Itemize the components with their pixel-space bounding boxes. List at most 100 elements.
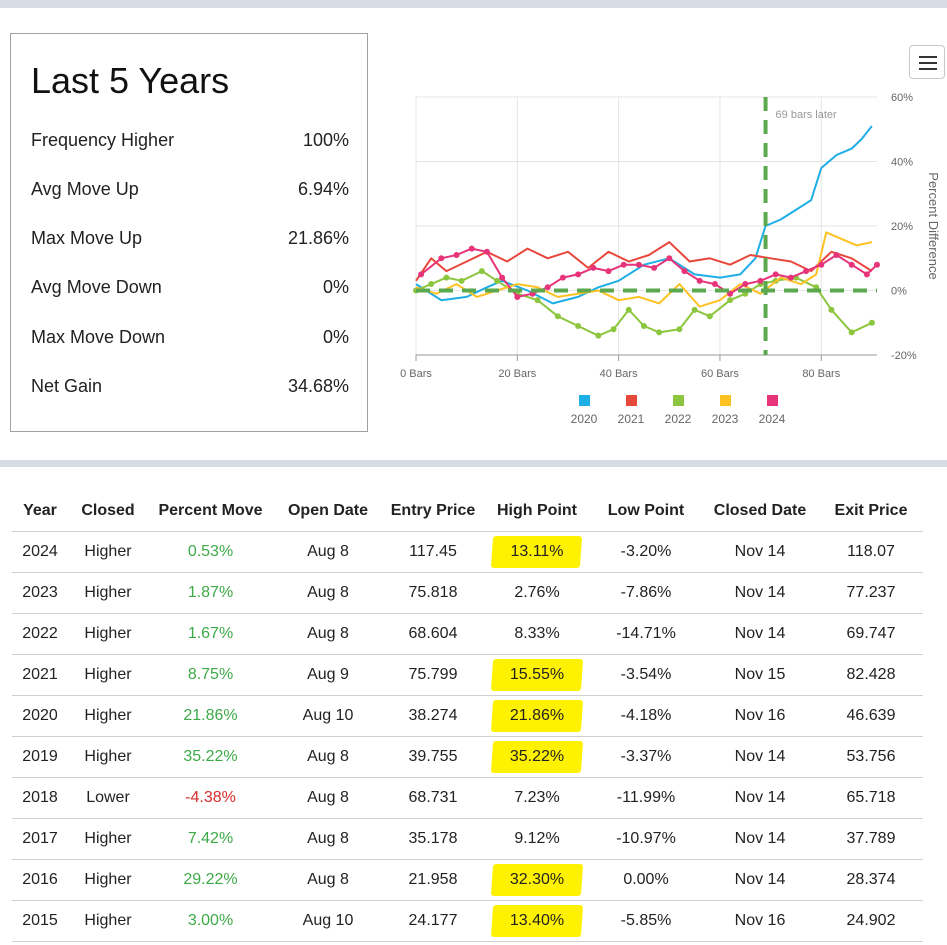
cell-entry-price: 39.755 xyxy=(383,736,483,778)
cell-open-date: Aug 8 xyxy=(273,859,383,901)
cell-open-date: Aug 8 xyxy=(273,572,383,614)
col-header-low-point: Low Point xyxy=(591,491,701,532)
stat-max-move-down: Max Move Down 0% xyxy=(31,327,349,351)
high-point-value: 32.30% xyxy=(509,871,565,888)
highlight-mark: 32.30% xyxy=(496,867,578,893)
series-point-2024 xyxy=(575,271,582,278)
stat-label: Avg Move Up xyxy=(31,179,139,199)
cell-open-date: Aug 10 xyxy=(273,695,383,737)
cell-exit-price: 77.237 xyxy=(819,572,923,614)
series-point-2022 xyxy=(656,329,663,336)
series-point-2024 xyxy=(544,284,551,291)
cell-entry-price: 68.731 xyxy=(383,777,483,819)
legend-swatch-2024 xyxy=(767,395,778,406)
col-header-open-date: Open Date xyxy=(273,491,383,532)
series-point-2024 xyxy=(453,252,460,259)
series-point-2022 xyxy=(443,274,450,281)
stat-label: Avg Move Down xyxy=(31,277,162,297)
cell-closed: Lower xyxy=(68,777,148,819)
series-point-2022 xyxy=(478,268,485,275)
series-point-2022 xyxy=(676,326,683,333)
legend-swatch-2023 xyxy=(720,395,731,406)
cell-low-point: 0.00% xyxy=(591,859,701,901)
x-tick-label: 0 Bars xyxy=(400,368,432,380)
cell-year: 2020 xyxy=(12,695,68,737)
cell-closed-date: Nov 15 xyxy=(701,654,819,696)
cell-closed: Higher xyxy=(68,654,148,696)
cell-closed: Higher xyxy=(68,818,148,860)
series-point-2022 xyxy=(848,329,855,336)
cell-closed-date: Nov 16 xyxy=(701,695,819,737)
stat-label: Max Move Up xyxy=(31,228,143,248)
chart-menu-button[interactable] xyxy=(909,45,945,79)
x-tick-label: 40 Bars xyxy=(600,368,638,380)
y-tick-label: 60% xyxy=(891,92,913,104)
cell-exit-price: 28.374 xyxy=(819,859,923,901)
y-axis-title: Percent Difference xyxy=(926,172,941,279)
table-row: 2015 Higher 3.00% Aug 10 24.177 13.40% -5.85% N… xyxy=(12,900,923,942)
cell-entry-price: 75.818 xyxy=(383,572,483,614)
y-tick-label: 40% xyxy=(891,157,913,169)
cell-high-point: 32.30% xyxy=(483,859,591,901)
highlight-mark: 13.40% xyxy=(496,908,578,934)
legend-label: 2022 xyxy=(665,412,692,426)
series-line-2023 xyxy=(415,231,873,308)
series-point-2024 xyxy=(468,245,475,252)
top-divider xyxy=(0,0,947,8)
cell-exit-price: 82.428 xyxy=(819,654,923,696)
series-point-2024 xyxy=(833,252,840,259)
cell-percent-move: 3.00% xyxy=(148,900,273,942)
series-point-2022 xyxy=(534,297,541,304)
series-point-2024 xyxy=(848,261,855,268)
series-point-2022 xyxy=(610,326,617,333)
cell-low-point: -4.18% xyxy=(591,695,701,737)
cell-entry-price: 24.177 xyxy=(383,900,483,942)
stat-value: 34.68% xyxy=(287,376,349,396)
cell-closed-date: Nov 14 xyxy=(701,859,819,901)
y-tick-label: 20% xyxy=(891,221,913,233)
table-row: 2019 Higher 35.22% Aug 8 39.755 35.22% -3.37% N… xyxy=(12,736,923,778)
stat-value: 100% xyxy=(302,130,349,150)
cell-entry-price: 117.45 xyxy=(383,531,483,573)
cell-high-point: 8.33% xyxy=(483,613,591,655)
cell-year: 2024 xyxy=(12,531,68,573)
cell-percent-move: -4.38% xyxy=(148,777,273,819)
table-row: 2024 Higher 0.53% Aug 8 117.45 13.11% -3.20% No… xyxy=(12,531,923,573)
table-row: 2016 Higher 29.22% Aug 8 21.958 32.30% 0.00% No… xyxy=(12,859,923,901)
series-point-2024 xyxy=(772,271,779,278)
series-line-2020 xyxy=(415,125,873,305)
cell-closed-date: Nov 14 xyxy=(701,736,819,778)
cell-low-point: -3.37% xyxy=(591,736,701,778)
highlight-mark: 15.55% xyxy=(496,662,578,688)
cell-year: 2018 xyxy=(12,777,68,819)
table-row: 2023 Higher 1.87% Aug 8 75.818 2.76% -7.86% Nov… xyxy=(12,572,923,614)
series-point-2022 xyxy=(640,322,647,329)
cell-closed-date: Nov 16 xyxy=(701,900,819,942)
series-point-2022 xyxy=(554,313,561,320)
col-header-closed: Closed xyxy=(68,491,148,532)
cell-year: 2021 xyxy=(12,654,68,696)
hamburger-icon xyxy=(919,68,937,70)
annotation-label: 69 bars later xyxy=(776,109,837,121)
hamburger-icon xyxy=(919,56,937,58)
stat-value: 0% xyxy=(322,327,349,347)
cell-closed: Higher xyxy=(68,531,148,573)
series-point-2024 xyxy=(818,261,825,268)
series-point-2022 xyxy=(706,313,713,320)
stats-card: Last 5 Years Frequency Higher 100% Avg M… xyxy=(10,33,368,432)
stat-avg-move-up: Avg Move Up 6.94% xyxy=(31,179,349,203)
cell-percent-move: 8.75% xyxy=(148,654,273,696)
cell-percent-move: 21.86% xyxy=(148,695,273,737)
series-point-2024 xyxy=(757,277,764,284)
series-point-2024 xyxy=(514,293,521,300)
cell-percent-move: 29.22% xyxy=(148,859,273,901)
series-point-2024 xyxy=(651,264,658,271)
stat-label: Max Move Down xyxy=(31,327,166,347)
cell-closed: Higher xyxy=(68,900,148,942)
cell-closed-date: Nov 14 xyxy=(701,572,819,614)
series-point-2022 xyxy=(458,277,465,284)
cell-percent-move: 1.67% xyxy=(148,613,273,655)
section-divider xyxy=(0,460,947,467)
cell-closed: Higher xyxy=(68,859,148,901)
stat-label: Frequency Higher xyxy=(31,130,175,150)
